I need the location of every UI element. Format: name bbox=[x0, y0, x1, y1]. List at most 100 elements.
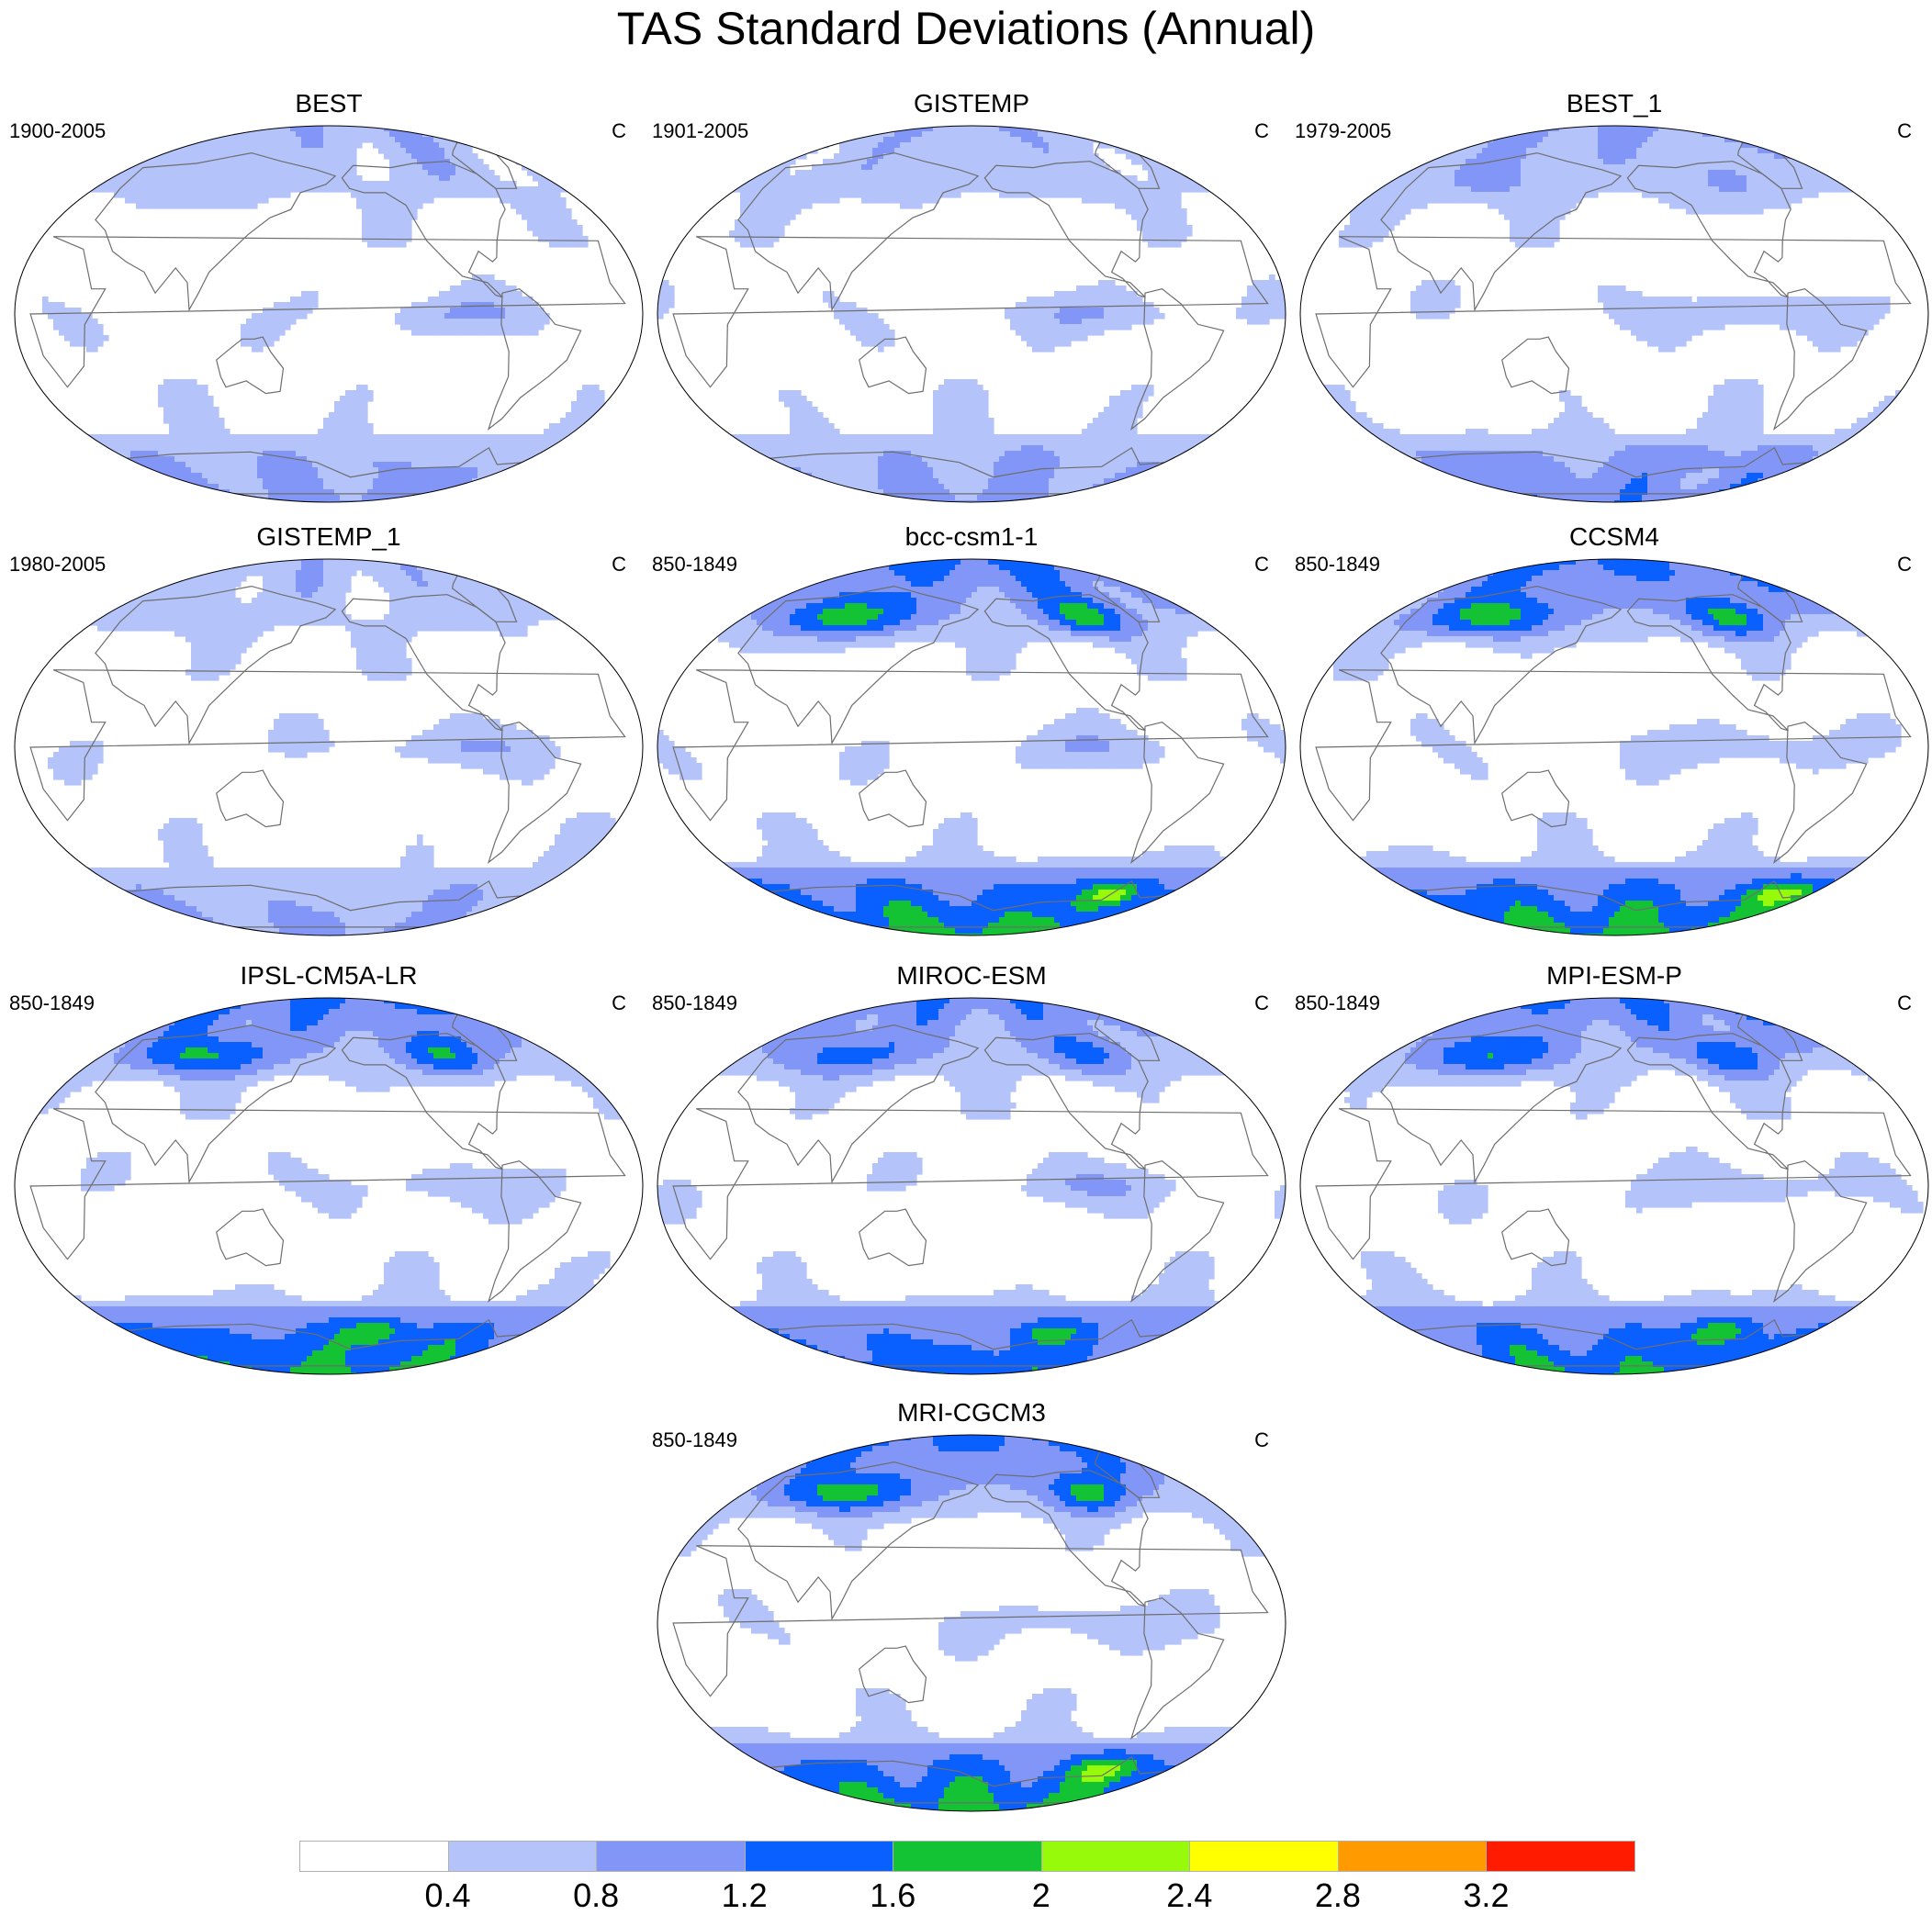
contour-cell bbox=[114, 440, 120, 446]
contour-cell bbox=[450, 159, 456, 165]
contour-cell bbox=[290, 153, 297, 160]
contour-cell bbox=[933, 137, 939, 143]
contour-cell bbox=[1131, 181, 1138, 187]
contour-cell bbox=[472, 131, 478, 138]
contour-cell bbox=[103, 467, 109, 474]
contour-cell bbox=[702, 142, 708, 149]
contour-cell bbox=[1137, 131, 1143, 138]
contour-cell bbox=[477, 313, 484, 319]
contour-cell bbox=[450, 126, 456, 132]
contour-cell bbox=[657, 131, 664, 138]
contour-cell bbox=[621, 440, 627, 446]
contour-cell bbox=[42, 297, 49, 303]
contour-cell bbox=[477, 445, 484, 452]
contour-cell bbox=[621, 186, 627, 193]
contour-cell bbox=[455, 159, 462, 165]
contour-cell bbox=[395, 208, 401, 215]
contour-cell bbox=[26, 473, 32, 479]
contour-cell bbox=[522, 186, 528, 193]
contour-cell bbox=[1247, 186, 1253, 193]
contour-cell bbox=[960, 142, 967, 149]
contour-cell bbox=[663, 142, 669, 149]
contour-cell bbox=[566, 423, 572, 430]
contour-cell bbox=[1214, 186, 1220, 193]
contour-cell bbox=[489, 456, 495, 463]
contour-cell bbox=[185, 500, 192, 502]
contour-cell bbox=[1269, 164, 1275, 171]
contour-cell bbox=[533, 500, 539, 502]
contour-cell bbox=[593, 445, 600, 452]
contour-cell bbox=[626, 495, 633, 501]
contour-cell bbox=[724, 175, 730, 182]
contour-cell bbox=[279, 451, 286, 457]
contour-cell bbox=[185, 456, 192, 463]
contour-cell bbox=[323, 467, 330, 474]
contour-cell bbox=[867, 181, 873, 187]
contour-cell bbox=[246, 170, 253, 176]
contour-cell bbox=[20, 164, 27, 171]
contour-cell bbox=[202, 412, 208, 419]
contour-cell bbox=[472, 164, 478, 171]
contour-cell bbox=[1181, 131, 1187, 138]
contour-cell bbox=[1186, 148, 1193, 154]
contour-cell bbox=[81, 451, 87, 457]
contour-cell bbox=[263, 451, 269, 457]
contour-cell bbox=[582, 434, 589, 441]
contour-cell bbox=[511, 434, 517, 441]
contour-cell bbox=[417, 192, 423, 198]
contour-cell bbox=[680, 186, 686, 193]
contour-cell bbox=[850, 126, 857, 132]
contour-cell bbox=[549, 142, 556, 149]
contour-cell bbox=[136, 192, 142, 198]
contour-cell bbox=[15, 500, 21, 502]
contour-cell bbox=[489, 478, 495, 485]
contour-cell bbox=[103, 170, 109, 176]
contour-cell bbox=[169, 407, 175, 413]
contour-cell bbox=[806, 142, 813, 149]
contour-cell bbox=[663, 186, 669, 193]
contour-cell bbox=[356, 462, 363, 468]
contour-cell bbox=[1252, 153, 1259, 160]
contour-cell bbox=[268, 341, 275, 347]
contour-cell bbox=[428, 473, 434, 479]
contour-cell bbox=[500, 478, 506, 485]
contour-cell bbox=[15, 434, 21, 441]
contour-cell bbox=[208, 142, 214, 149]
contour-cell bbox=[208, 423, 214, 430]
contour-cell bbox=[417, 148, 423, 154]
contour-cell bbox=[599, 153, 605, 160]
contour-cell bbox=[828, 159, 835, 165]
contour-cell bbox=[323, 495, 330, 501]
contour-cell bbox=[224, 186, 230, 193]
contour-cell bbox=[735, 142, 741, 149]
contour-cell bbox=[983, 148, 989, 154]
contour-cell bbox=[560, 429, 567, 435]
contour-cell bbox=[241, 186, 247, 193]
map-panel: GISTEMP 1901-2005 C bbox=[650, 88, 1293, 510]
contour-cell bbox=[395, 164, 401, 171]
contour-cell bbox=[224, 126, 230, 132]
contour-cell bbox=[428, 478, 434, 485]
contour-cell bbox=[1269, 153, 1275, 160]
contour-cell bbox=[15, 142, 21, 149]
contour-cell bbox=[632, 434, 638, 441]
contour-cell bbox=[757, 137, 763, 143]
contour-cell bbox=[224, 429, 230, 435]
contour-cell bbox=[1065, 175, 1072, 182]
contour-cell bbox=[883, 181, 890, 187]
contour-cell bbox=[1252, 131, 1259, 138]
contour-cell bbox=[593, 170, 600, 176]
contour-cell bbox=[516, 478, 522, 485]
contour-cell bbox=[378, 214, 385, 220]
contour-cell bbox=[740, 142, 747, 149]
contour-cell bbox=[549, 429, 556, 435]
contour-cell bbox=[433, 148, 440, 154]
contour-cell bbox=[566, 181, 572, 187]
contour-cell bbox=[356, 131, 363, 138]
contour-cell bbox=[318, 434, 324, 441]
contour-cell bbox=[610, 456, 616, 463]
contour-cell bbox=[301, 186, 308, 193]
contour-cell bbox=[477, 291, 484, 297]
contour-cell bbox=[790, 142, 796, 149]
contour-cell bbox=[163, 440, 170, 446]
